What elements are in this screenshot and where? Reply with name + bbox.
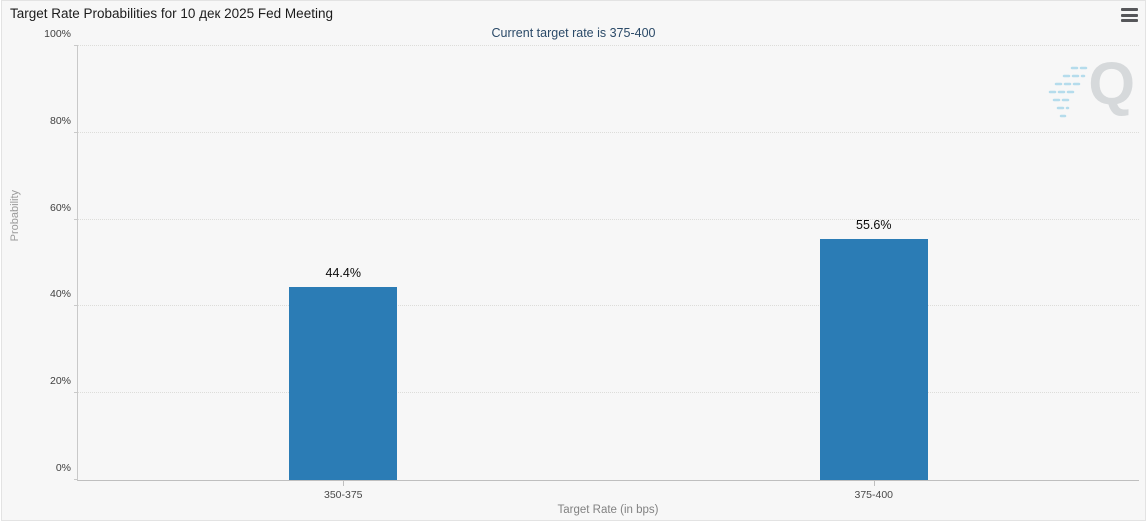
y-tick-label: 80% [49,114,71,127]
bar-value-label: 44.4% [325,266,361,281]
category-band: 55.6% 375-400 [609,46,1140,501]
y-axis-tick [74,305,78,307]
y-axis-tick [74,218,78,220]
probability-bar[interactable] [819,238,928,480]
gridline [78,392,1139,394]
y-tick-label: 60% [49,201,71,214]
y-axis-tick [74,131,78,133]
y-axis-tick [74,479,78,480]
x-category-label: 375-400 [854,489,894,501]
y-tick-label: 40% [49,288,71,301]
hamburger-menu-icon[interactable] [1121,8,1138,22]
hamburger-bar [1121,13,1138,17]
bar-value-label: 55.6% [856,217,892,232]
chart-subtitle: Current target rate is 375-400 [491,26,656,40]
y-axis-title: Probability [9,189,21,241]
y-tick-label: 0% [55,462,71,474]
hamburger-bar [1121,8,1138,11]
plot-area: Q 0% 20% 40% 60% 80% 100% 44.4% 350-375 55.6% 375… [44,28,1140,501]
y-axis-tick [74,45,78,46]
x-category-label: 350-375 [323,489,363,501]
y-axis-tick [74,392,78,394]
probability-bar[interactable] [289,287,398,480]
gridline [78,131,1139,133]
x-axis-tick [873,481,875,486]
chart-title: Target Rate Probabilities for 10 дек 202… [10,6,333,21]
hamburger-bar [1121,19,1138,22]
x-axis-title: Target Rate (in bps) [557,504,659,516]
gridline [78,305,1139,307]
y-tick-label: 20% [49,375,71,388]
x-axis-tick [343,481,345,486]
y-tick-label: 100% [44,28,71,40]
gridline [78,45,1139,46]
gridline [78,218,1139,220]
category-band: 44.4% 350-375 [78,46,609,501]
